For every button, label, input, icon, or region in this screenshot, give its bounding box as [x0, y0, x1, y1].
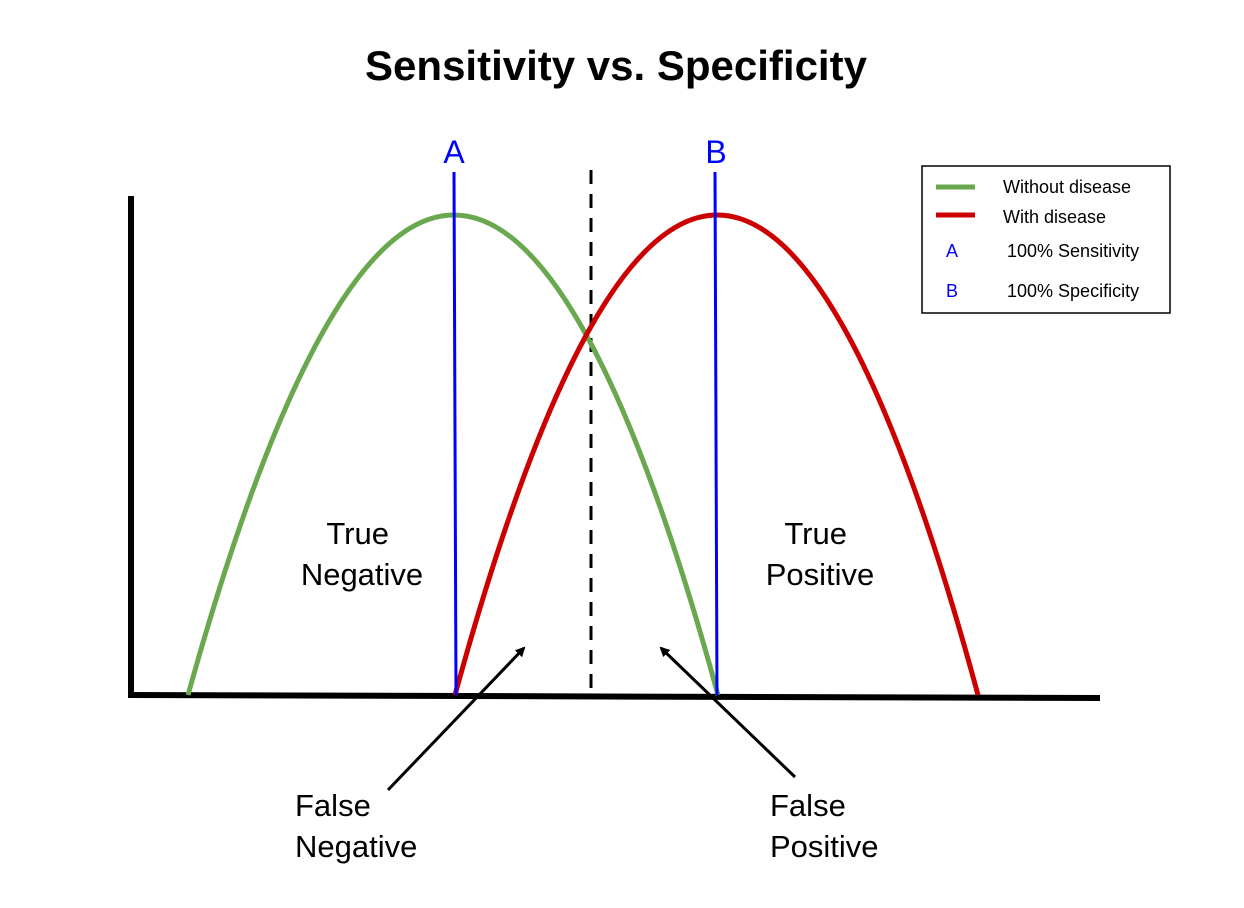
true-positive-line-1: True: [784, 516, 847, 551]
legend-b-key: B: [946, 281, 958, 301]
false-negative-arrow: [386, 646, 526, 792]
legend-box: [921, 165, 1171, 314]
false-positive-label: False Positive: [770, 788, 879, 864]
false-positive-arrow: [659, 646, 797, 779]
false-negative-line-2: Negative: [295, 829, 417, 864]
legend-b-label: 100% Specificity: [1007, 281, 1139, 301]
x-axis: [127, 692, 1101, 701]
true-positive-line-2: Positive: [766, 557, 875, 592]
legend: Without disease With disease A 100% Sens…: [921, 165, 1171, 314]
with-disease-curve: [452, 212, 981, 696]
marker-label-b: B: [705, 134, 726, 170]
cutoff-line-b: [713, 171, 719, 696]
marker-label-a: A: [443, 134, 465, 170]
false-negative-label: False Negative: [295, 788, 417, 864]
legend-a-label: 100% Sensitivity: [1007, 241, 1139, 261]
false-positive-line-2: Positive: [770, 829, 879, 864]
legend-without-disease-label: Without disease: [1003, 177, 1131, 197]
true-negative-line-1: True: [326, 516, 389, 551]
false-positive-line-1: False: [770, 788, 846, 823]
cutoff-line-a: [452, 171, 458, 696]
true-negative-line-2: Negative: [301, 557, 423, 592]
legend-a-key: A: [946, 241, 958, 261]
legend-with-disease-label: With disease: [1003, 207, 1106, 227]
true-negative-label: True Negative: [301, 516, 423, 592]
true-positive-label: True Positive: [766, 516, 875, 592]
diagram-title: Sensitivity vs. Specificity: [365, 42, 868, 89]
false-negative-line-1: False: [295, 788, 371, 823]
